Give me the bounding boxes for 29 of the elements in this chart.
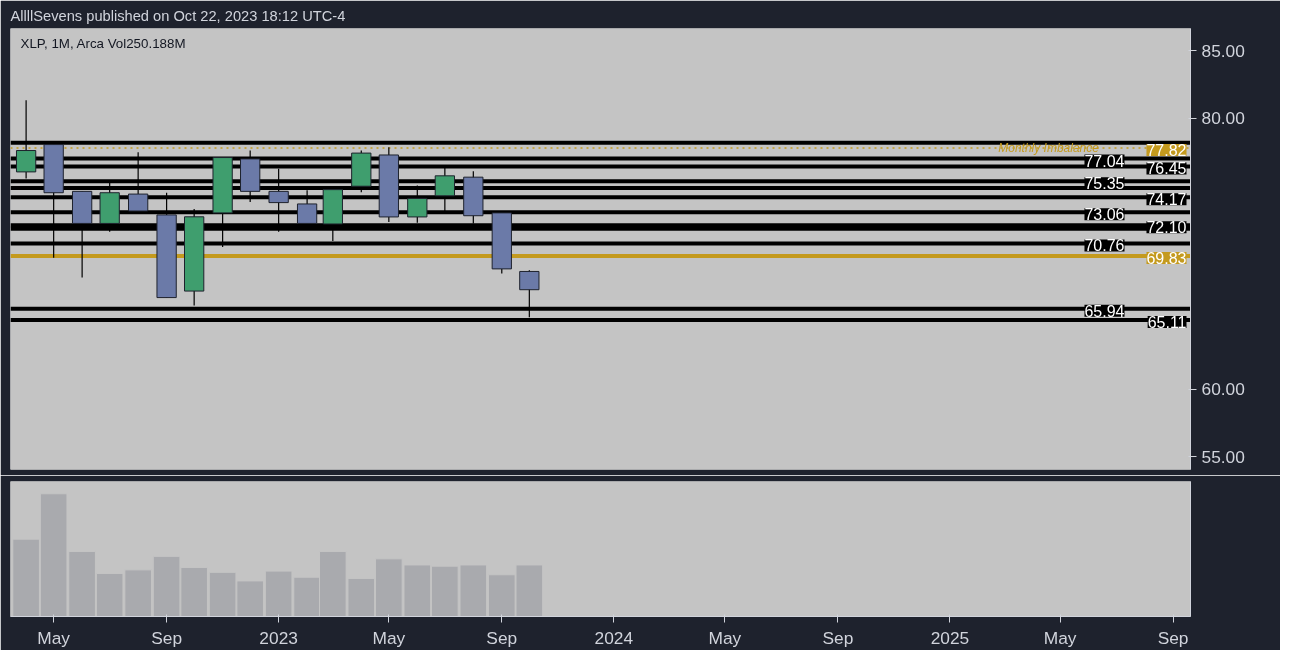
x-tick-label: May	[372, 627, 406, 648]
ref-line-label: 65.11	[1147, 313, 1187, 331]
ref-line-label: 69.83	[1146, 250, 1187, 268]
ref-line-label: 73.06	[1084, 206, 1125, 224]
x-tick-label: Sep	[151, 627, 183, 648]
ref-line-label: 72.10	[1146, 219, 1187, 237]
x-tick-label: May	[708, 627, 742, 648]
x-tick-label: 2025	[930, 627, 970, 648]
x-tick-label: Sep	[486, 627, 518, 648]
ref-line-label: 74.17	[1146, 191, 1187, 209]
ref-line-label: 75.35	[1084, 175, 1125, 193]
x-tick-label: Sep	[822, 627, 854, 648]
ref-line-label: 65.94	[1084, 302, 1125, 320]
y-tick-label: 60.00	[1201, 379, 1245, 400]
chart-subtitle: AllllSevens published on Oct 22, 2023 18:12 UTC-4	[10, 7, 346, 24]
y-tick-label: 55.00	[1201, 446, 1245, 467]
annotation: Monthly Imbalance	[998, 140, 1100, 155]
x-tick-label: 2024	[594, 627, 634, 648]
x-tick-label: Sep	[1157, 627, 1189, 648]
ref-line-label: 77.04	[1084, 152, 1125, 170]
y-tick-label: 85.00	[1201, 40, 1245, 61]
x-tick-label: 2023	[259, 627, 298, 648]
y-tick-label: 80.00	[1201, 108, 1245, 129]
ref-line-label: 76.45	[1146, 160, 1187, 178]
x-tick-label: May	[37, 627, 71, 648]
text: XLP, 1M, Arca Vol250.188M	[20, 35, 186, 51]
ref-line-label: 70.76	[1084, 237, 1125, 255]
x-tick-label: May	[1043, 627, 1077, 648]
ref-line-label: 77.82	[1146, 141, 1187, 159]
